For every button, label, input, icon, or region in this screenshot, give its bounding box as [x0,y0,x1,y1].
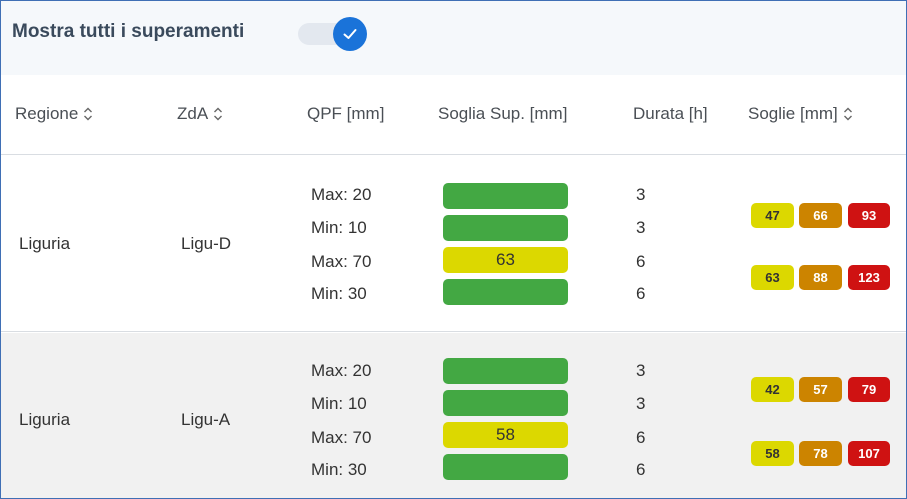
threshold-badge-orange: 78 [799,441,842,466]
column-header-qpf: QPF [mm] [307,104,384,124]
threshold-bar [443,215,568,241]
threshold-bar [443,358,568,384]
threshold-bar: 63 [443,247,568,273]
column-label: Soglie [mm] [748,104,838,123]
qpf-value: Max: 70 [311,252,372,271]
qpf-value: Min: 30 [311,284,367,303]
sort-icon[interactable] [213,106,223,122]
threshold-badge-orange: 66 [799,203,842,228]
threshold-bar [443,183,568,209]
toggle-label: Mostra tutti i superamenti [12,21,245,42]
table-header: Regione ZdA QPF [mm] Soglia Sup. [mm] Du… [1,75,906,155]
duration-value: 3 [636,394,646,413]
qpf-value: Max: 70 [311,428,372,447]
sort-icon[interactable] [83,106,93,122]
column-label: QPF [mm] [307,104,385,123]
qpf-value: Min: 10 [311,218,367,237]
show-all-toggle[interactable] [298,17,372,51]
duration-value: 6 [636,284,646,303]
cell-zda: Ligu-A [181,410,231,429]
cell-zda: Ligu-D [181,234,232,253]
cell-regione: Liguria [19,234,71,253]
table-row[interactable]: Liguria Ligu-D Max: 20 Min: 10 Max: 70 M… [1,156,906,332]
cell-regione: Liguria [19,410,71,429]
toggle-knob[interactable] [333,17,367,51]
column-label: Regione [15,104,79,123]
threshold-bar: 58 [443,422,568,448]
check-icon [343,29,357,39]
column-label: Soglia Sup. [mm] [438,104,568,123]
table-row[interactable]: Liguria Ligu-A Max: 20 Min: 10 Max: 70 M… [1,333,906,498]
duration-value: 3 [636,361,646,380]
threshold-badge-orange: 88 [799,265,842,290]
threshold-bar [443,454,568,480]
qpf-value: Max: 20 [311,185,372,204]
threshold-badge-red: 123 [848,265,890,290]
column-label: Durata [h] [633,104,708,123]
column-label: ZdA [177,104,209,123]
threshold-badge-yellow: 47 [751,203,794,228]
threshold-badge-red: 107 [848,441,890,466]
threshold-badge-yellow: 58 [751,441,794,466]
duration-value: 6 [636,252,646,271]
qpf-value: Min: 30 [311,460,367,479]
threshold-bar [443,279,568,305]
qpf-value: Max: 20 [311,361,372,380]
duration-value: 6 [636,460,646,479]
threshold-badge-red: 93 [848,203,890,228]
duration-value: 3 [636,218,646,237]
column-header-soglie[interactable]: Soglie [mm] [748,104,853,124]
column-header-zda[interactable]: ZdA [177,104,223,124]
duration-value: 6 [636,428,646,447]
threshold-badge-red: 79 [848,377,890,402]
column-header-durata: Durata [h] [633,104,708,124]
threshold-bar [443,390,568,416]
duration-value: 3 [636,185,646,204]
threshold-badge-orange: 57 [799,377,842,402]
threshold-badge-yellow: 63 [751,265,794,290]
filter-bar: Mostra tutti i superamenti [1,1,906,75]
threshold-badge-yellow: 42 [751,377,794,402]
sort-icon[interactable] [843,106,853,122]
column-header-soglia-sup: Soglia Sup. [mm] [438,104,567,124]
qpf-value: Min: 10 [311,394,367,413]
column-header-regione[interactable]: Regione [15,104,93,124]
